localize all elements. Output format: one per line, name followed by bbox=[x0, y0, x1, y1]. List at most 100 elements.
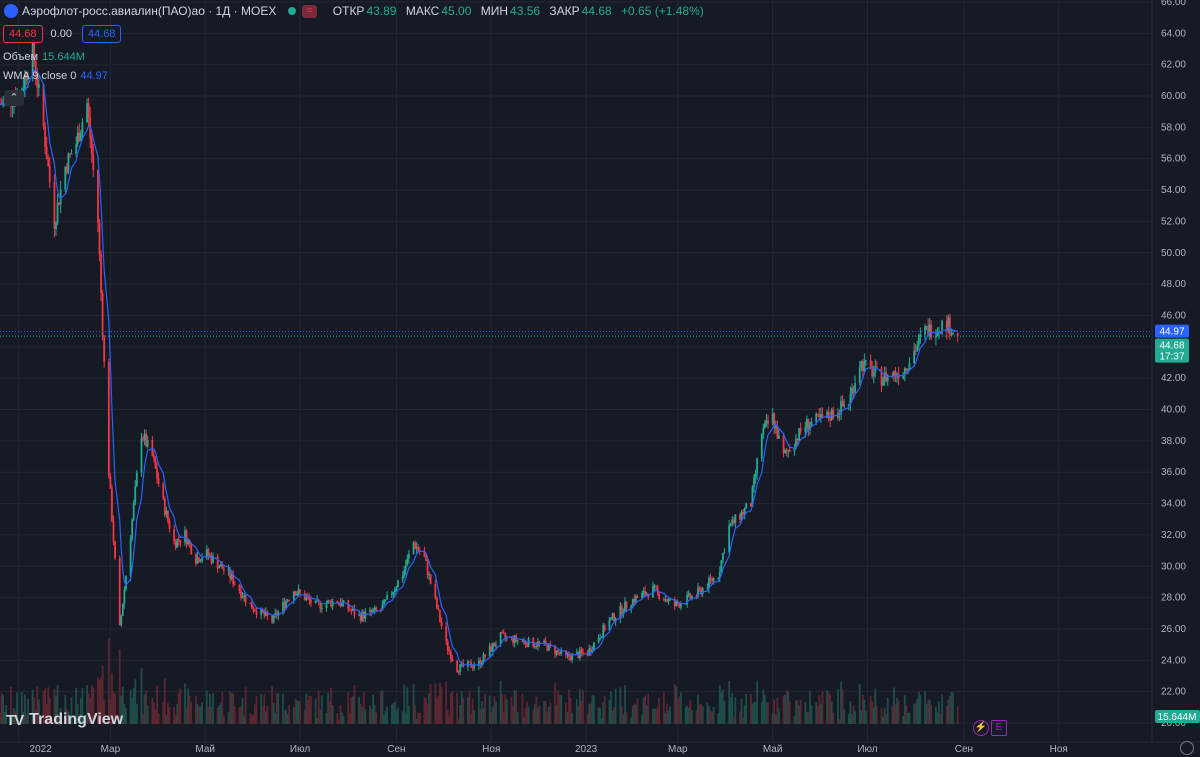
volume-bar bbox=[882, 716, 884, 724]
candle-body bbox=[292, 591, 295, 601]
volume-bar bbox=[364, 709, 367, 724]
candle-body bbox=[936, 331, 939, 336]
volume-bar bbox=[664, 712, 667, 724]
candle-body bbox=[78, 132, 81, 142]
candle-body bbox=[810, 421, 813, 426]
volume-bar bbox=[481, 701, 483, 724]
candle-body bbox=[23, 74, 26, 89]
candle-body bbox=[603, 625, 606, 631]
wma-legend[interactable]: WMA 9 close 0 44.97 bbox=[3, 70, 108, 82]
candle-body bbox=[641, 593, 643, 598]
candle-body bbox=[600, 637, 603, 639]
candle-body bbox=[81, 122, 84, 134]
y-tick-label: 64.00 bbox=[1161, 28, 1186, 39]
volume-bar bbox=[272, 703, 275, 724]
candle-body bbox=[425, 556, 427, 561]
volume-bar bbox=[132, 688, 135, 724]
volume-bar bbox=[729, 697, 732, 724]
volume-bar bbox=[190, 701, 193, 724]
compare-icon[interactable]: = bbox=[302, 4, 317, 18]
volume-bar bbox=[843, 709, 846, 724]
candle-body bbox=[132, 502, 135, 520]
candle-body bbox=[131, 519, 134, 540]
volume-bar bbox=[9, 687, 12, 724]
sell-button[interactable]: 44.68 bbox=[3, 25, 43, 43]
spread-value: 0.00 bbox=[50, 28, 72, 40]
volume-bar bbox=[698, 704, 701, 724]
volume-bar bbox=[516, 712, 519, 724]
volume-bar bbox=[460, 691, 463, 724]
candle-body bbox=[762, 427, 765, 435]
volume-bar bbox=[403, 684, 406, 724]
earnings-event-icon[interactable]: E bbox=[991, 720, 1007, 736]
candle-body bbox=[610, 617, 612, 621]
settings-gear-icon[interactable] bbox=[1180, 741, 1194, 755]
volume-bar bbox=[644, 695, 647, 724]
candle-body bbox=[678, 603, 681, 608]
tradingview-logo[interactable]: TV TradingView bbox=[6, 711, 123, 729]
volume-bar bbox=[763, 695, 766, 724]
candle-body bbox=[653, 585, 656, 587]
volume-bar bbox=[723, 700, 726, 724]
volume-bar bbox=[513, 690, 516, 724]
volume-bar bbox=[484, 693, 486, 724]
volume-bar bbox=[81, 687, 84, 724]
candle-body bbox=[316, 600, 319, 602]
symbol-title[interactable]: Аэрофлот-росс.авиалин(ПАО)ао · 1Д · MOEX bbox=[22, 4, 277, 18]
change-value: +0.65 (+1.48%) bbox=[621, 4, 704, 18]
volume-bar bbox=[459, 705, 462, 724]
volume-bar bbox=[230, 692, 233, 724]
volume-bar bbox=[787, 690, 790, 724]
volume-bar bbox=[79, 698, 82, 724]
candle-body bbox=[544, 640, 547, 644]
candle-body bbox=[807, 419, 810, 431]
candle-body bbox=[310, 600, 312, 604]
candle-body bbox=[767, 420, 769, 424]
volume-bar bbox=[914, 702, 917, 724]
buy-button[interactable]: 44.68 bbox=[81, 25, 122, 43]
candle-body bbox=[190, 543, 193, 555]
volume-bar bbox=[804, 702, 807, 724]
candle-body bbox=[423, 551, 426, 557]
dividend-event-icon[interactable]: ⚡ bbox=[973, 720, 989, 736]
volume-bar bbox=[216, 707, 219, 724]
candle-body bbox=[521, 640, 524, 642]
candle-body bbox=[185, 530, 188, 545]
volume-bar bbox=[740, 698, 743, 724]
volume-bar bbox=[173, 706, 176, 724]
volume-bar bbox=[167, 702, 169, 724]
candle-body bbox=[634, 595, 637, 603]
candle-body bbox=[31, 38, 34, 77]
volume-bar bbox=[571, 712, 574, 724]
volume-bar bbox=[858, 683, 861, 724]
volume-bar bbox=[283, 711, 286, 724]
volume-bar bbox=[631, 705, 634, 724]
volume-bar bbox=[140, 668, 143, 724]
candle-body bbox=[404, 565, 407, 570]
candle-body bbox=[342, 600, 345, 603]
volume-bar bbox=[123, 703, 126, 724]
volume-bar bbox=[252, 714, 255, 724]
wma-badge: 44.97 bbox=[1159, 327, 1184, 338]
volume-bar bbox=[686, 705, 689, 724]
volume-bar bbox=[695, 709, 698, 724]
collapse-legend-icon[interactable]: ⌃ bbox=[4, 90, 24, 106]
volume-bar bbox=[271, 686, 273, 724]
candle-body bbox=[917, 337, 920, 346]
volume-bar bbox=[916, 698, 919, 724]
volume-bar bbox=[48, 698, 51, 724]
volume-bar bbox=[338, 719, 340, 724]
candle-body bbox=[625, 601, 628, 609]
volume-bar bbox=[597, 707, 600, 724]
volume-bar bbox=[950, 692, 953, 724]
candle-body bbox=[863, 360, 866, 372]
volume-legend[interactable]: Объем 15.644M bbox=[3, 51, 85, 63]
candle-body bbox=[560, 650, 563, 654]
candle-body bbox=[250, 603, 253, 609]
volume-bar bbox=[336, 713, 339, 724]
candle-body bbox=[107, 362, 110, 477]
candle-body bbox=[760, 434, 763, 459]
volume-bar bbox=[207, 707, 210, 724]
candle-body bbox=[689, 593, 692, 599]
